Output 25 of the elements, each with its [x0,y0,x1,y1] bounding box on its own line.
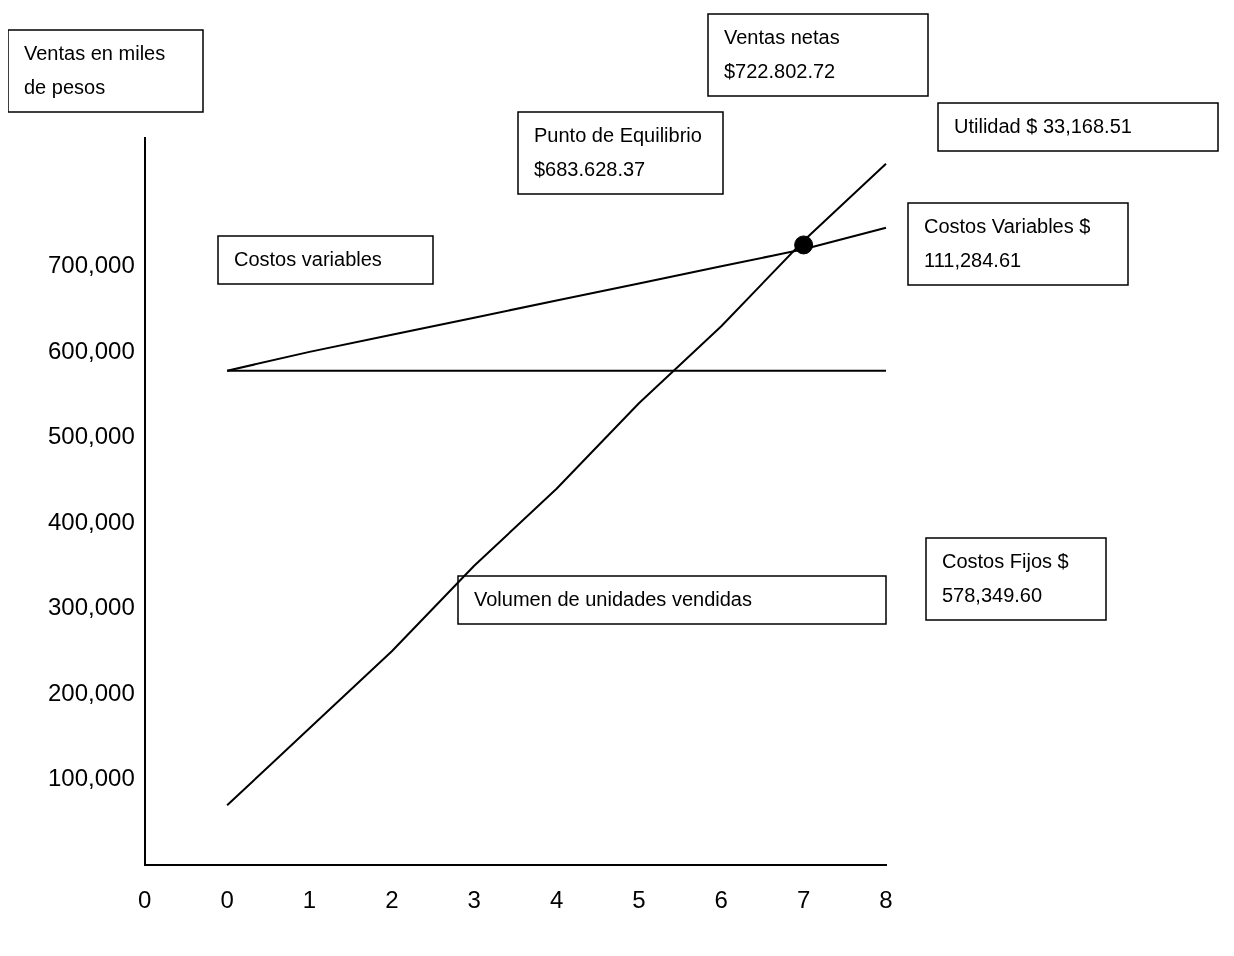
y-tick-label: 700,000 [47,250,135,278]
x-tick-label: 6 [714,886,728,914]
x-tick-label: 4 [549,886,564,914]
x-tick-label: 0 [138,886,152,914]
text: Costos Variables $ 111,284.61 [924,214,1091,271]
annotation: Punto de Equilibrio $683.628.37 [534,123,702,180]
y-tick-label: 500,000 [47,422,135,450]
text: Costos Fijos $ 578,349.60 [942,549,1069,606]
x-tick-label: 2 [385,886,399,914]
y-tick-label: 300,000 [47,593,135,621]
x-tick-label: 3 [467,886,481,914]
text: Utilidad $ 33,168.51 [954,114,1132,137]
x-tick-label: 1 [302,886,317,914]
y-tick-label: 400,000 [47,507,135,535]
x-tick-label: 7 [796,886,811,914]
x-tick-label: 5 [632,886,646,914]
text: Ventas netas $722.802.72 [724,25,840,82]
y-tick-label: 600,000 [47,336,135,364]
annotation: Costos variables [234,247,382,270]
x-axis-title: Volumen de unidades vendidas [474,587,752,610]
y-tick-label: 100,000 [47,764,135,792]
y-axis-title: Ventas en miles de pesos [24,41,166,98]
y-tick-label: 200,000 [47,678,135,706]
x-tick-label: 0 [220,886,234,914]
x-tick-label: 8 [879,886,893,914]
